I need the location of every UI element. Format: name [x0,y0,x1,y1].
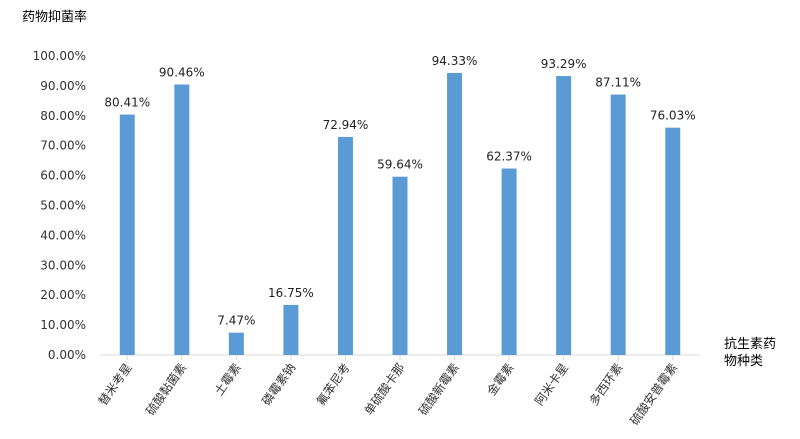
category-label: 单硫酸卡那 [361,360,408,418]
y-tick-label: 0.00% [48,348,86,362]
data-label: 87.11% [595,76,641,90]
y-tick-label: 30.00% [40,258,86,272]
y-axis-title: 药物抑菌率 [22,10,88,25]
data-label: 72.94% [323,118,369,132]
bar [174,84,190,355]
x-axis-title: 抗生素药物种类 [724,337,777,369]
y-tick-label: 90.00% [40,79,86,93]
data-label: 94.33% [432,54,478,68]
data-label: 59.64% [377,158,423,172]
bar [337,136,353,355]
data-label: 16.75% [268,286,314,300]
bar [119,114,135,355]
y-tick-label: 50.00% [40,199,86,213]
bar [665,127,681,355]
data-label: 80.41% [104,96,150,110]
category-label: 多西环素 [587,361,626,408]
y-tick-label: 80.00% [40,109,86,123]
data-label: 62.37% [486,150,532,164]
data-label: 76.03% [650,109,696,123]
category-label: 硫酸安普霉素 [627,360,681,428]
category-label: 硫酸黏菌素 [143,360,190,418]
category-label: 土霉素 [212,361,244,399]
data-label: 90.46% [159,66,205,80]
category-label: 金霉素 [484,360,517,398]
bar [447,72,463,355]
y-tick-label: 10.00% [40,318,86,332]
bar [283,304,299,355]
y-tick-label: 60.00% [40,169,86,183]
bar [556,76,572,355]
data-label: 93.29% [541,57,587,71]
bar [610,94,626,355]
bar [392,176,408,355]
category-label: 氟苯尼考 [314,361,353,408]
y-tick-label: 20.00% [40,288,86,302]
category-label: 磷霉素钠 [259,360,299,408]
category-label: 阿米卡星 [532,361,571,408]
y-tick-label: 70.00% [40,139,86,153]
bar [501,168,517,355]
data-label: 7.47% [217,314,255,328]
category-label: 硫酸新霉素 [415,360,462,418]
category-label: 替米考星 [96,361,135,408]
y-tick-label: 40.00% [40,228,86,242]
y-tick-label: 100.00% [33,49,86,63]
bar [228,332,244,355]
